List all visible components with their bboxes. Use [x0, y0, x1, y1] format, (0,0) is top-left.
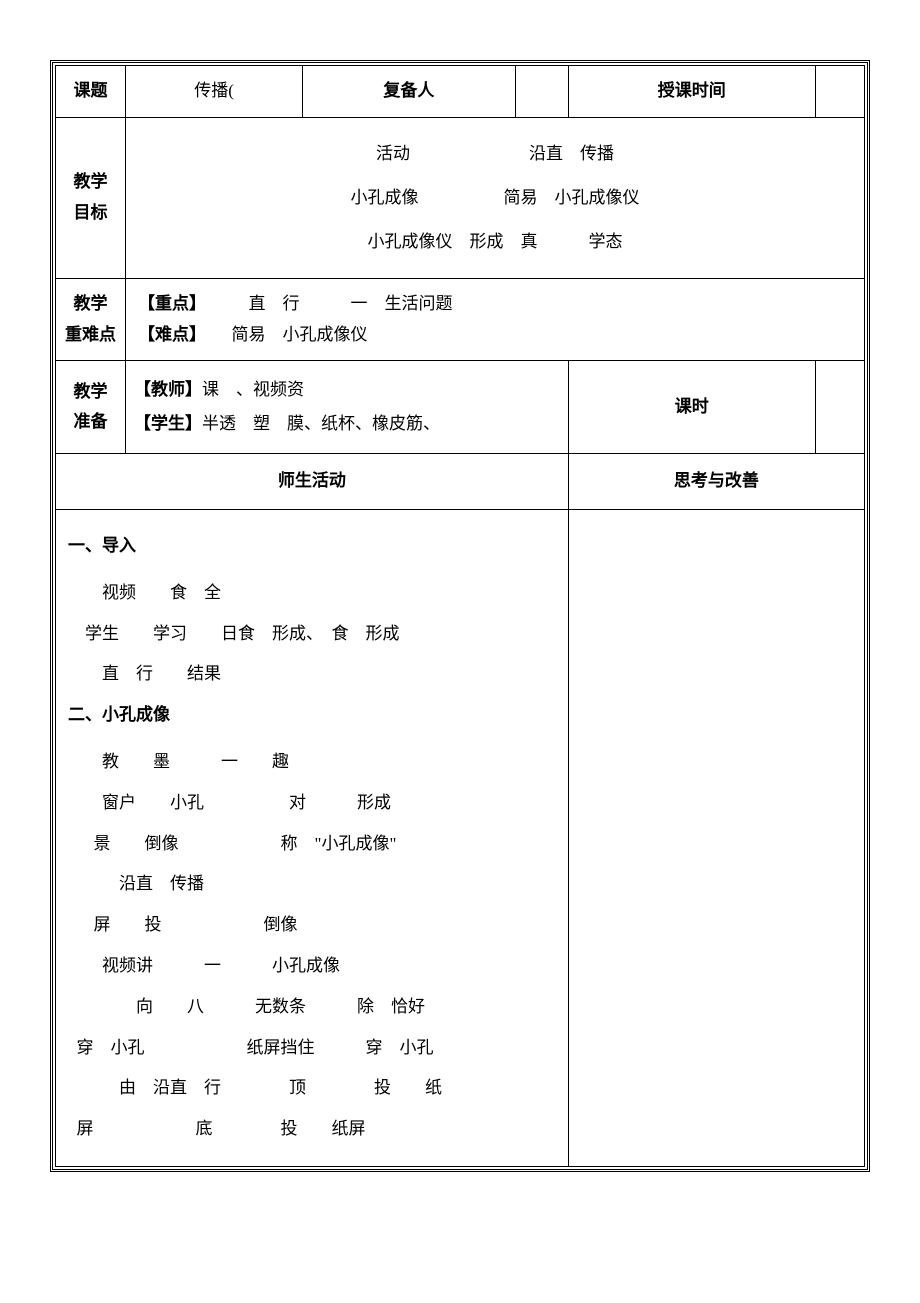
prep-student-label: 【学生】 [134, 414, 202, 433]
section2-title: 二、小孔成像 [68, 695, 556, 736]
diff-text: 简易 小孔成像仪 [198, 325, 368, 344]
document-frame: 课题 传播( 复备人 授课时间 教学 目标 活动 沿直 传播 小孔成像 简易 小… [50, 60, 870, 1172]
teach-time-label: 授课时间 [568, 66, 815, 118]
prep-label: 教学 准备 [56, 361, 126, 454]
goals-row: 教学 目标 活动 沿直 传播 小孔成像 简易 小孔成像仪 小孔成像仪 形成 真 … [56, 117, 865, 279]
prep-label-line1: 教学 [74, 382, 108, 401]
reviewer-value [515, 66, 568, 118]
keypoints-row: 教学 重难点 【重点】 直 行 一 生活问题 【难点】 简易 小孔成像仪 [56, 279, 865, 361]
activity-header-row: 师生活动 思考与改善 [56, 454, 865, 510]
goals-label: 教学 目标 [56, 117, 126, 279]
hours-label: 课时 [568, 361, 815, 454]
goals-label-line2: 目标 [74, 203, 108, 222]
diff-label: 【难点】 [138, 325, 198, 344]
goals-content: 活动 沿直 传播 小孔成像 简易 小孔成像仪 小孔成像仪 形成 真 学态 [126, 117, 865, 279]
goals-line2: 小孔成像 简易 小孔成像仪 [134, 176, 856, 220]
prep-teacher-text: 课 、视频资 [202, 380, 304, 399]
topic-value: 传播( [126, 66, 303, 118]
s1-line1: 视频 食 全 [68, 573, 556, 614]
header-row: 课题 传播( 复备人 授课时间 [56, 66, 865, 118]
goals-line1: 活动 沿直 传播 [134, 132, 856, 176]
s2-line4: 沿直 传播 [68, 864, 556, 905]
activity-left-header: 师生活动 [56, 454, 569, 510]
s2-line5: 屏 投 倒像 [68, 905, 556, 946]
keypoints-label-line2: 重难点 [65, 325, 116, 344]
prep-teacher-line: 【教师】课 、视频资 [134, 373, 560, 407]
s2-line10: 屏 底 投 纸屏 [68, 1109, 556, 1150]
reviewer-label: 复备人 [303, 66, 516, 118]
hours-value [815, 361, 864, 454]
activity-right-header: 思考与改善 [568, 454, 864, 510]
prep-student-line: 【学生】半透 塑 膜、纸杯、橡皮筋、 [134, 407, 560, 441]
s1-line3: 直 行 结果 [68, 654, 556, 695]
key-label: 【重点】 [138, 294, 198, 313]
keypoints-content: 【重点】 直 行 一 生活问题 【难点】 简易 小孔成像仪 [126, 279, 865, 361]
keypoint-line: 【重点】 直 行 一 生活问题 [138, 289, 856, 320]
prep-row: 教学 准备 【教师】课 、视频资 【学生】半透 塑 膜、纸杯、橡皮筋、 课时 [56, 361, 865, 454]
key-text: 直 行 一 生活问题 [198, 294, 453, 313]
main-content-cell: 一、导入 视频 食 全 学生 学习 日食 形成、 食 形成 直 行 结果 二、小… [56, 509, 569, 1166]
s2-line3: 景 倒像 称 "小孔成像" [68, 824, 556, 865]
s2-line8: 穿 小孔 纸屏挡住 穿 小孔 [68, 1028, 556, 1069]
keypoints-label: 教学 重难点 [56, 279, 126, 361]
prep-content: 【教师】课 、视频资 【学生】半透 塑 膜、纸杯、橡皮筋、 [126, 361, 569, 454]
s2-line9: 由 沿直 行 顶 投 纸 [68, 1068, 556, 1109]
difficulty-line: 【难点】 简易 小孔成像仪 [138, 320, 856, 351]
goals-line3: 小孔成像仪 形成 真 学态 [134, 220, 856, 264]
lesson-plan-table: 课题 传播( 复备人 授课时间 教学 目标 活动 沿直 传播 小孔成像 简易 小… [55, 65, 865, 1167]
goals-label-line1: 教学 [74, 172, 108, 191]
keypoints-label-line1: 教学 [74, 294, 108, 313]
prep-label-line2: 准备 [74, 412, 108, 431]
section1-title: 一、导入 [68, 526, 556, 567]
prep-teacher-label: 【教师】 [134, 380, 202, 399]
s2-line2: 窗户 小孔 对 形成 [68, 783, 556, 824]
s2-line6: 视频讲 一 小孔成像 [68, 946, 556, 987]
s2-line1: 教 墨 一 趣 [68, 742, 556, 783]
teach-time-value [815, 66, 864, 118]
s2-line7: 向 八 无数条 除 恰好 [68, 987, 556, 1028]
prep-student-text: 半透 塑 膜、纸杯、橡皮筋、 [202, 414, 440, 433]
notes-cell [568, 509, 864, 1166]
s1-line2: 学生 学习 日食 形成、 食 形成 [68, 614, 556, 655]
main-content-row: 一、导入 视频 食 全 学生 学习 日食 形成、 食 形成 直 行 结果 二、小… [56, 509, 865, 1166]
topic-label: 课题 [56, 66, 126, 118]
